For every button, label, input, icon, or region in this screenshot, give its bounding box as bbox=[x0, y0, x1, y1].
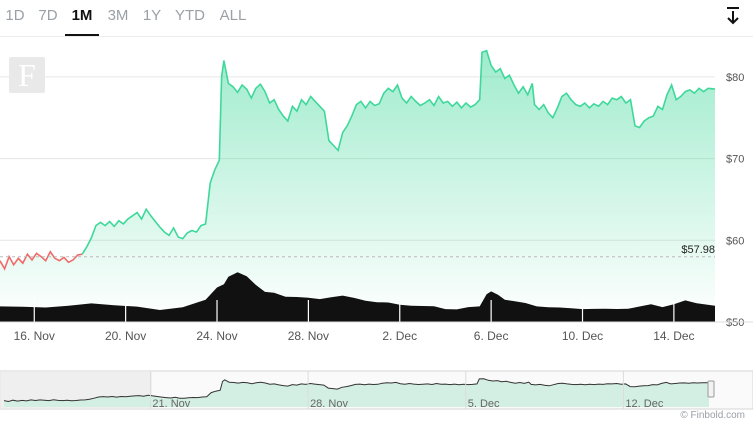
x-tick-label: 24. Nov bbox=[196, 329, 237, 343]
x-tick-label: 6. Dec bbox=[474, 329, 509, 343]
price-line-up bbox=[81, 49, 716, 255]
y-tick-label: $80 bbox=[726, 72, 744, 84]
price-area bbox=[0, 50, 715, 322]
navigator-tick-label: 5. Dec bbox=[468, 398, 500, 410]
download-icon[interactable] bbox=[725, 6, 741, 26]
tab-ytd[interactable]: YTD bbox=[175, 7, 205, 24]
x-tick-label: 10. Dec bbox=[562, 329, 603, 343]
header-divider bbox=[0, 36, 753, 37]
navigator-tick-label: 21. Nov bbox=[152, 398, 190, 410]
tab-1y[interactable]: 1Y bbox=[142, 7, 162, 24]
y-tick-label: $50 bbox=[726, 317, 744, 329]
navigator-line bbox=[3, 378, 710, 403]
navigator-area bbox=[4, 378, 709, 407]
tab-3m[interactable]: 3M bbox=[107, 7, 129, 24]
tab-1m[interactable]: 1M bbox=[65, 0, 99, 36]
price-line-down bbox=[0, 250, 83, 271]
volume-area bbox=[0, 272, 715, 322]
y-tick-label: $60 bbox=[726, 235, 744, 247]
range-tabs: 1D 7D 1M 3M 1Y YTD ALL bbox=[0, 0, 753, 36]
x-tick-label: 14. Dec bbox=[653, 329, 694, 343]
x-tick-label: 16. Nov bbox=[14, 329, 55, 343]
current-price-label: $57.98 bbox=[681, 244, 715, 256]
tab-1d[interactable]: 1D bbox=[5, 7, 25, 24]
finbold-logo: F bbox=[9, 57, 45, 93]
navigator-tick-label: 28. Nov bbox=[310, 398, 348, 410]
credit-text: © Finbold.com bbox=[680, 410, 745, 421]
navigator-tick-label: 12. Dec bbox=[625, 398, 663, 410]
tab-7d[interactable]: 7D bbox=[38, 7, 58, 24]
x-tick-label: 20. Nov bbox=[105, 329, 146, 343]
navigator-handle[interactable] bbox=[707, 380, 715, 398]
y-tick-label: $70 bbox=[726, 154, 744, 166]
x-tick-label: 2. Dec bbox=[382, 329, 417, 343]
navigator[interactable]: 21. Nov 28. Nov 5. Dec 12. Dec bbox=[0, 370, 753, 410]
tab-all[interactable]: ALL bbox=[219, 7, 247, 24]
x-tick-label: 28. Nov bbox=[288, 329, 329, 343]
